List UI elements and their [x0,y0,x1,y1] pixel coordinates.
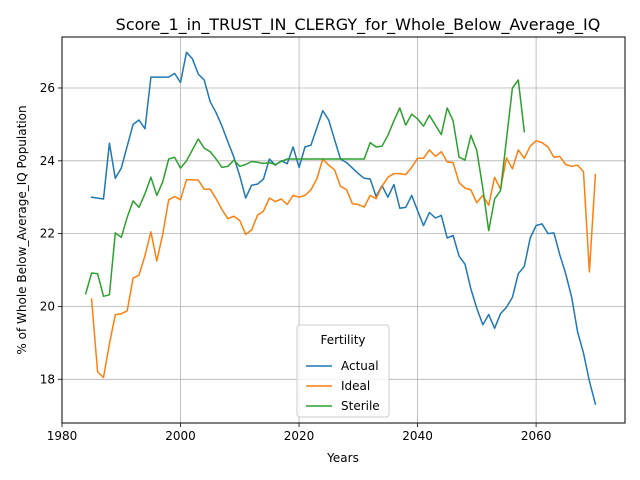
x-tick-label: 2000 [165,429,196,443]
legend-entry-actual: Actual [341,359,379,373]
legend: Fertility Actual Ideal Sterile [296,324,390,418]
legend-entry-sterile: Sterile [341,399,380,413]
plot-frame [61,36,626,424]
y-tick-label: 26 [40,81,55,95]
x-tick-label: 2060 [521,429,552,443]
y-tick-label: 18 [40,372,55,386]
chart-title: Score_1_in_TRUST_IN_CLERGY_for_Whole_Bel… [116,15,601,35]
x-tick-label: 1980 [47,429,78,443]
y-axis-ticks: 18 20 22 24 26 [40,81,62,386]
series-lines [84,51,597,406]
series-line-ideal [90,140,597,379]
y-axis-label: % of Whole Below_Average_IQ Population [15,105,29,354]
x-tick-label: 2020 [284,429,315,443]
y-tick-label: 20 [40,299,55,313]
legend-box [296,324,390,418]
y-tick-label: 22 [40,227,55,241]
x-tick-label: 2040 [402,429,433,443]
legend-entry-ideal: Ideal [341,379,370,393]
x-axis-label: Years [326,451,359,465]
legend-title: Fertility [320,333,365,347]
x-axis-ticks: 1980 2000 2020 2040 2060 [47,423,552,443]
series-line-sterile [84,79,526,298]
series-line-actual [90,51,597,406]
y-tick-label: 24 [40,154,55,168]
